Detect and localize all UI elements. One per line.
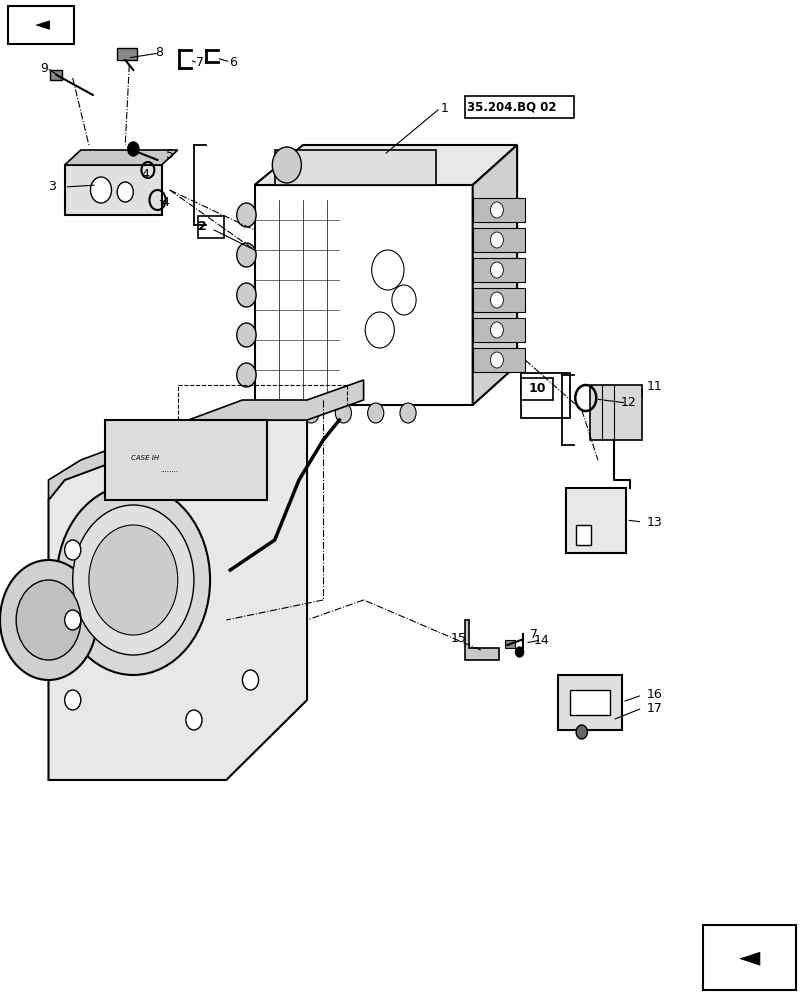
Circle shape bbox=[490, 202, 503, 218]
Text: 3: 3 bbox=[48, 180, 57, 194]
Text: 11: 11 bbox=[646, 380, 662, 393]
Circle shape bbox=[237, 243, 256, 267]
Bar bbox=[558, 675, 622, 730]
Polygon shape bbox=[48, 380, 364, 500]
Circle shape bbox=[16, 580, 81, 660]
Bar bbox=[505, 640, 515, 648]
Text: 16: 16 bbox=[646, 688, 662, 702]
Text: 9: 9 bbox=[40, 62, 48, 75]
Text: 7: 7 bbox=[196, 56, 204, 70]
Text: 10: 10 bbox=[528, 382, 546, 395]
Circle shape bbox=[65, 540, 81, 560]
Circle shape bbox=[490, 352, 503, 368]
Text: 17: 17 bbox=[646, 702, 663, 714]
Bar bbox=[117, 48, 137, 60]
Text: CASE IH: CASE IH bbox=[132, 455, 159, 461]
Text: 5: 5 bbox=[166, 148, 174, 161]
Circle shape bbox=[90, 177, 112, 203]
FancyBboxPatch shape bbox=[255, 185, 473, 405]
Text: 35.204.BQ 02: 35.204.BQ 02 bbox=[467, 101, 557, 113]
Bar bbox=[198, 216, 224, 238]
Circle shape bbox=[237, 363, 256, 387]
Polygon shape bbox=[465, 620, 499, 660]
Bar bbox=[473, 288, 525, 312]
Bar bbox=[576, 525, 591, 545]
Text: 15: 15 bbox=[451, 632, 467, 645]
Circle shape bbox=[516, 647, 524, 657]
Bar bbox=[473, 198, 525, 222]
Polygon shape bbox=[473, 145, 517, 405]
Bar bbox=[105, 420, 267, 500]
Bar bbox=[473, 258, 525, 282]
Bar bbox=[590, 385, 642, 440]
Text: 1: 1 bbox=[440, 102, 448, 114]
Polygon shape bbox=[65, 150, 178, 165]
Circle shape bbox=[237, 323, 256, 347]
Bar bbox=[473, 228, 525, 252]
Circle shape bbox=[242, 670, 259, 690]
Circle shape bbox=[117, 182, 133, 202]
Circle shape bbox=[335, 403, 351, 423]
Bar bbox=[521, 373, 570, 418]
Bar bbox=[703, 925, 796, 990]
Circle shape bbox=[128, 142, 139, 156]
Text: 8: 8 bbox=[155, 46, 163, 60]
Text: 4: 4 bbox=[162, 196, 170, 209]
Polygon shape bbox=[65, 165, 162, 215]
Polygon shape bbox=[48, 420, 307, 780]
Circle shape bbox=[237, 283, 256, 307]
Circle shape bbox=[400, 403, 416, 423]
Circle shape bbox=[303, 403, 319, 423]
Circle shape bbox=[89, 525, 178, 635]
Text: 4: 4 bbox=[141, 167, 149, 180]
Text: 13: 13 bbox=[646, 516, 662, 528]
Circle shape bbox=[65, 690, 81, 710]
Circle shape bbox=[57, 485, 210, 675]
Circle shape bbox=[0, 560, 97, 680]
Bar bbox=[473, 318, 525, 342]
Bar bbox=[473, 348, 525, 372]
Text: 12: 12 bbox=[621, 396, 636, 410]
Bar bbox=[275, 150, 436, 185]
Text: 2: 2 bbox=[198, 221, 206, 233]
Circle shape bbox=[576, 725, 587, 739]
Bar bbox=[50, 70, 62, 80]
Circle shape bbox=[490, 232, 503, 248]
Text: 6: 6 bbox=[229, 55, 237, 68]
Circle shape bbox=[186, 710, 202, 730]
Text: ◄: ◄ bbox=[35, 15, 49, 34]
Circle shape bbox=[73, 505, 194, 655]
Bar bbox=[465, 96, 574, 118]
Circle shape bbox=[490, 322, 503, 338]
Circle shape bbox=[368, 403, 384, 423]
Polygon shape bbox=[255, 145, 517, 185]
Circle shape bbox=[65, 610, 81, 630]
Text: ◄: ◄ bbox=[739, 943, 760, 971]
Bar bbox=[521, 378, 553, 400]
Circle shape bbox=[272, 147, 301, 183]
Circle shape bbox=[490, 292, 503, 308]
Bar bbox=[566, 488, 626, 553]
Text: ........: ........ bbox=[161, 467, 179, 473]
Circle shape bbox=[271, 403, 287, 423]
Text: 7: 7 bbox=[530, 629, 538, 642]
Text: 14: 14 bbox=[533, 634, 549, 647]
Circle shape bbox=[237, 203, 256, 227]
Bar bbox=[8, 6, 74, 44]
Bar bbox=[570, 690, 610, 715]
Circle shape bbox=[490, 262, 503, 278]
